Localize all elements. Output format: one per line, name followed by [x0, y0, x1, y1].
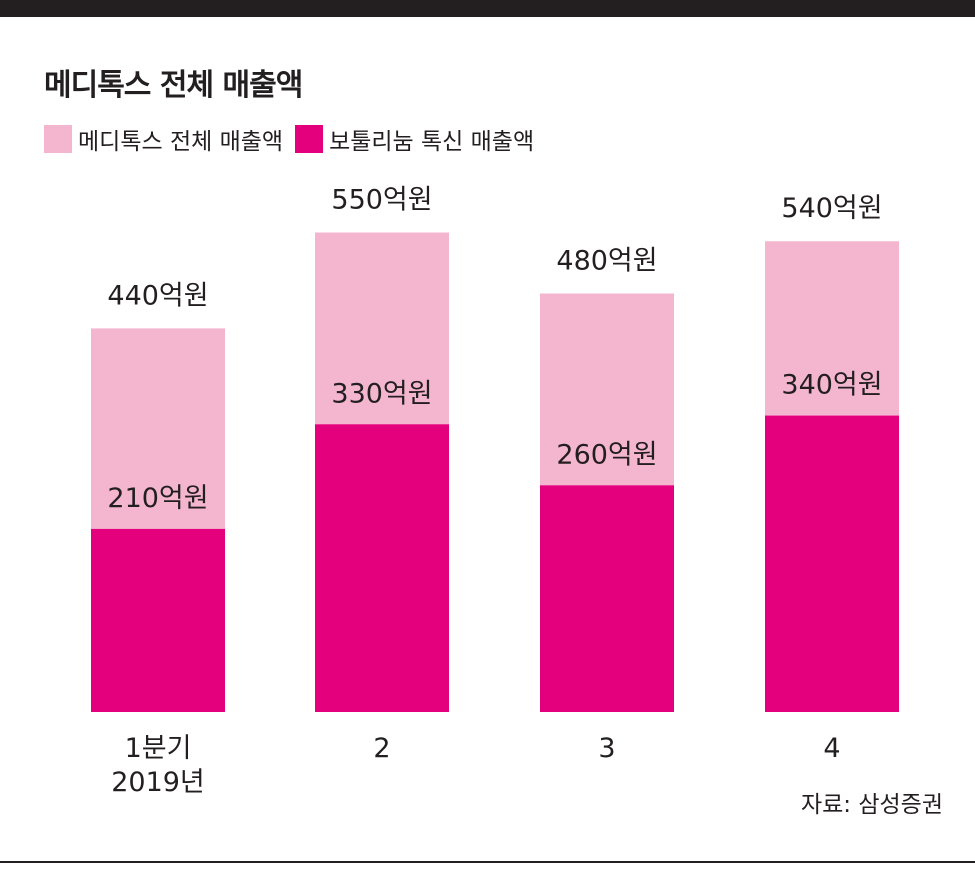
- bar-botulinum: [315, 424, 449, 712]
- data-label-botulinum: 330억원: [331, 378, 432, 409]
- legend-item-botulinum: 보툴리눔 톡신 매출액: [295, 122, 534, 156]
- legend-item-total: 메디톡스 전체 매출액: [44, 122, 283, 156]
- x-tick-label: 2: [373, 733, 390, 764]
- source-note: 자료: 삼성증권: [800, 792, 943, 818]
- chart-title: 메디톡스 전체 매출액: [44, 68, 303, 103]
- bar-botulinum: [765, 415, 899, 712]
- legend-label-botulinum: 보툴리눔 톡신 매출액: [329, 129, 535, 155]
- data-label-total: 540억원: [781, 193, 882, 224]
- legend-swatch-total: [44, 125, 72, 153]
- data-label-total: 480억원: [556, 246, 657, 277]
- bar-botulinum: [91, 528, 225, 712]
- x-tick-label: 2019년: [111, 767, 205, 798]
- top-bar: [0, 0, 975, 17]
- data-label-botulinum: 340억원: [781, 370, 882, 401]
- bottom-rule: [0, 861, 975, 863]
- legend: 메디톡스 전체 매출액 보툴리눔 톡신 매출액: [44, 122, 546, 156]
- legend-swatch-botulinum: [295, 125, 324, 153]
- bar-botulinum: [540, 485, 674, 712]
- data-label-botulinum: 210억원: [107, 483, 208, 514]
- data-label-total: 440억원: [107, 280, 208, 311]
- x-tick-label: 3: [598, 733, 615, 764]
- data-label-total: 550억원: [331, 185, 432, 216]
- x-tick-label: 1분기: [125, 733, 192, 764]
- legend-label-total: 메디톡스 전체 매출액: [78, 129, 284, 155]
- x-tick-label: 4: [823, 733, 840, 764]
- data-label-botulinum: 260억원: [556, 439, 657, 470]
